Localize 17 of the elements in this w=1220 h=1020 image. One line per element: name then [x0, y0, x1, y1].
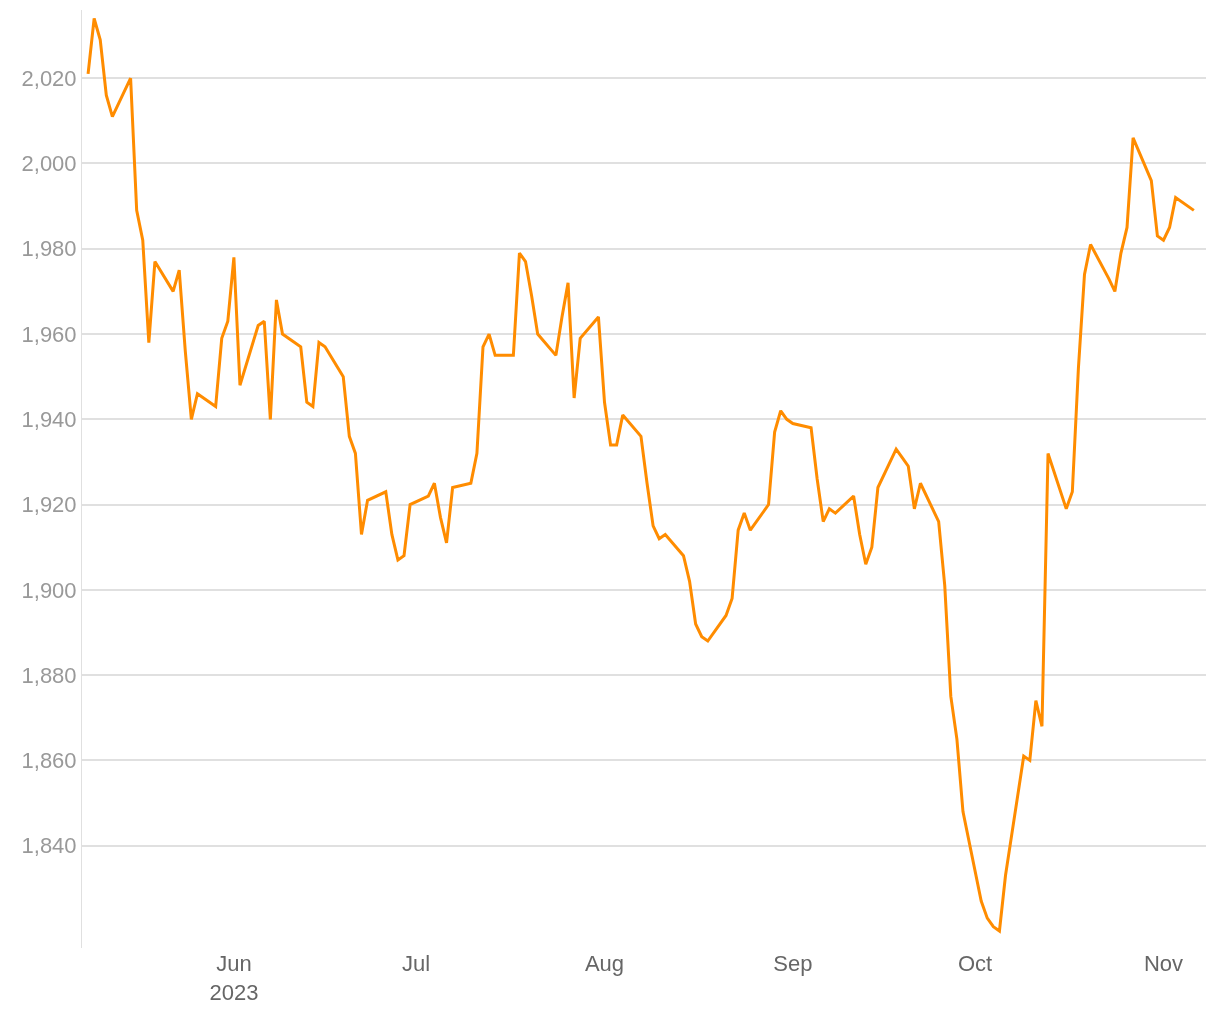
- x-tick-label: Jul: [402, 951, 431, 976]
- y-tick-label: 1,960: [21, 321, 77, 347]
- y-tick-label: 1,860: [21, 748, 77, 774]
- x-tick-label: Sep: [773, 951, 813, 976]
- y-tick-label: 1,980: [21, 236, 77, 262]
- y-tick-label: 1,900: [21, 577, 77, 603]
- x-tick-label: Oct: [958, 951, 993, 976]
- y-tick-label: 1,940: [21, 407, 77, 433]
- y-tick-label: 2,020: [21, 65, 77, 91]
- line-series: [86, 17, 1196, 933]
- x-tick-label: Nov: [1143, 951, 1184, 976]
- y-tick-label: 1,880: [21, 662, 77, 688]
- x-tick-label: Aug: [584, 951, 625, 976]
- x-tick-label: Jun 2023: [209, 951, 259, 1005]
- y-tick-label: 2,000: [21, 151, 77, 177]
- y-tick-label: 1,920: [21, 492, 77, 518]
- y-tick-label: 1,840: [21, 833, 77, 859]
